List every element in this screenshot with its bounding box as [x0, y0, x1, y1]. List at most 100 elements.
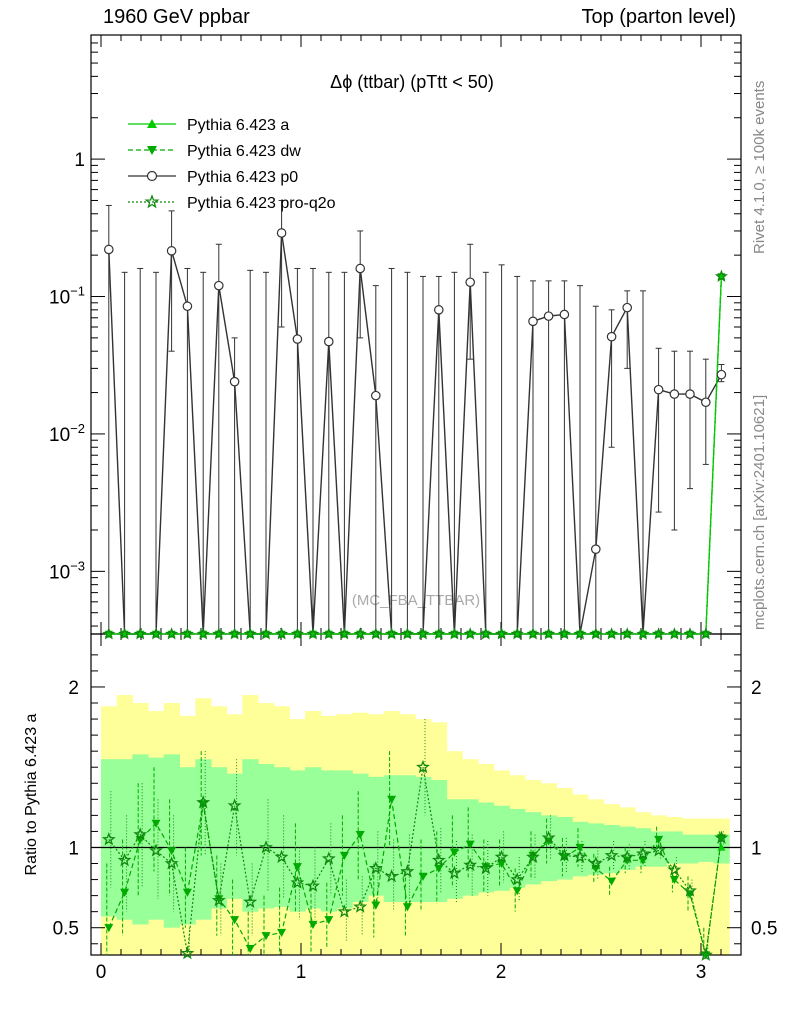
proq2o-point [133, 627, 147, 640]
proq2o-point [667, 627, 682, 640]
x-tick-label: 2 [496, 962, 507, 983]
band-inner-bin [320, 770, 338, 912]
p0-point [622, 302, 632, 313]
p0-point [182, 301, 193, 312]
p0-point [685, 389, 695, 399]
ratio-proq2o-point [400, 864, 415, 878]
ratio-dw-point [308, 920, 318, 930]
ratio-proq2o-point [180, 946, 195, 960]
band-inner-bin [556, 816, 573, 880]
band-inner-bin [697, 834, 715, 862]
ratio-dw-point [654, 835, 664, 844]
ratio-dw-point [638, 856, 648, 865]
band-inner-bin [619, 826, 636, 870]
ratio-proq2o-point [337, 904, 352, 918]
ratio-y-tick-label: 0.5 [53, 919, 79, 940]
ratio-proq2o-point [604, 848, 619, 862]
y-tick-label: 1 [74, 150, 85, 171]
ratio-proq2o-point [636, 846, 650, 860]
ratio-y-tick-label: 1 [68, 838, 79, 859]
band-inner-bin [195, 759, 212, 920]
band-inner-bin [100, 759, 118, 917]
ratio-dw-point [607, 877, 617, 886]
proq2o-point [683, 627, 697, 640]
band-inner-bin [430, 780, 448, 903]
ratio-dw-point [465, 840, 475, 849]
p0-point [716, 369, 727, 380]
ratio-proq2o-point [620, 849, 635, 863]
proq2o-point [290, 627, 305, 640]
band-inner-bin [305, 767, 322, 909]
ratio-proq2o-line [108, 767, 722, 956]
ratio-y-tick-label-right: 0.5 [751, 919, 777, 940]
proq2o-point [243, 627, 257, 640]
ratio-proq2o-point [368, 860, 383, 875]
proq2o-point [337, 627, 352, 640]
ratio-proq2o-point [667, 862, 682, 876]
ratio-proq2o-point [416, 759, 430, 774]
ratio-dw-point [402, 903, 412, 912]
band-inner-bin [258, 764, 275, 909]
proq2o-point [416, 627, 430, 640]
ratio-proq2o-point [196, 795, 211, 809]
proq2o-point [102, 627, 116, 640]
ratio-proq2o-point [478, 860, 493, 875]
p0-point [104, 244, 114, 255]
chart-title: Δϕ (ttbar) (pTtt < 50) [330, 72, 494, 92]
band-inner-bin [179, 767, 196, 925]
ratio-proq2o-point [274, 849, 289, 863]
ratio-dw-point [120, 888, 130, 897]
ratio-dw-point [481, 863, 491, 872]
proq2o-point [526, 627, 540, 640]
ratio-proq2o-point [353, 899, 368, 913]
ratio-dw-point [324, 916, 334, 925]
band-outer-bin [587, 799, 605, 955]
legend-marker-a [147, 119, 157, 128]
ratio-proq2o-point [149, 843, 163, 857]
band-inner-bin [383, 775, 400, 903]
ratio-y-tick-label: 2 [68, 678, 79, 699]
proq2o-point [259, 627, 273, 640]
ratio-y-axis-label: Ratio to Pythia 6.423 a [23, 713, 40, 875]
legend-marker-proq2o [144, 194, 160, 209]
ratio-dw-point [339, 851, 349, 860]
ratio-dw-point [371, 901, 381, 910]
ratio-proq2o-point [227, 798, 242, 812]
ratio-dw-point [434, 864, 444, 873]
proq2o-point [557, 627, 572, 640]
proq2o-point [117, 627, 132, 640]
ratio-proq2o-point [651, 843, 666, 857]
proq2o-point [651, 627, 666, 640]
ratio-y-tick-label-right: 2 [751, 678, 762, 699]
proq2o-point [274, 627, 289, 640]
ratio-proq2o-point [557, 848, 572, 862]
proq2o-point [227, 627, 242, 640]
ratio-dw-point [151, 819, 161, 828]
header-right: Top (parton level) [581, 6, 736, 28]
band-inner-bin [540, 815, 557, 882]
proq2o-point [636, 627, 650, 640]
proq2o-point [479, 627, 493, 640]
ratio-proq2o-point [541, 830, 556, 844]
ratio-dw-point [387, 795, 397, 804]
ratio-proq2o-point [384, 869, 399, 883]
ratio-proq2o-point [526, 849, 540, 863]
ratio-proq2o-point [698, 947, 713, 961]
p0-point [465, 277, 475, 288]
header-left: 1960 GeV ppbar [103, 6, 250, 28]
proq2o-point [699, 627, 713, 640]
p0-point [166, 246, 177, 256]
band-inner-bin [148, 757, 165, 920]
legend-marker-dw [147, 146, 157, 155]
proq2o-point [384, 627, 399, 640]
proq2o-point [212, 627, 226, 640]
ratio-y-tick-label-right: 1 [751, 838, 762, 859]
ratio-proq2o-point [133, 827, 148, 841]
ratio-proq2o-point [243, 894, 258, 909]
x-tick-label: 3 [696, 962, 707, 983]
proq2o-point [306, 627, 320, 640]
ratio-proq2o-point [101, 832, 116, 846]
proq2o-point [494, 627, 509, 640]
proq2o-point [432, 627, 446, 640]
proq2o-point [400, 627, 415, 640]
